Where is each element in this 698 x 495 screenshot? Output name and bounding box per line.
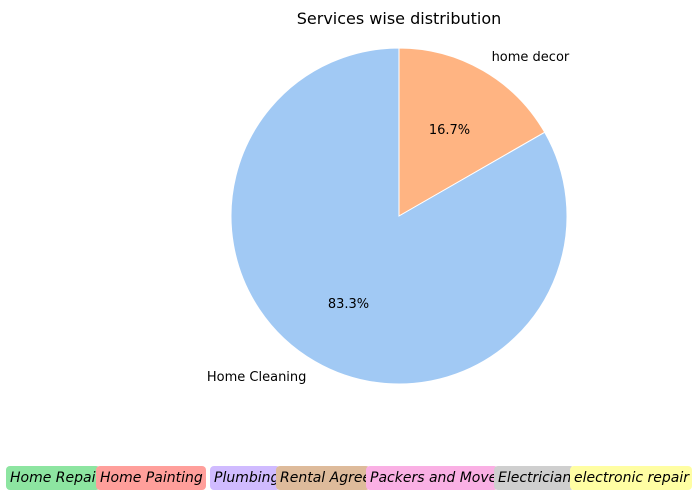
pie-percent-label: 16.7%	[429, 123, 470, 138]
pie-percent-label: 83.3%	[328, 297, 369, 312]
legend-label: Rental Agreement	[280, 470, 370, 486]
legend-label: Home Painting	[100, 470, 203, 486]
legend-label: electronic repair	[574, 470, 690, 486]
legend-item-home-painting: Home Painting	[96, 466, 206, 490]
legend-label: Plumbing	[214, 470, 280, 486]
legend-label: Electrician	[498, 470, 572, 486]
legend-label: Packers and Movers	[370, 470, 498, 486]
pie-slices: 16.7% home decor 83.3% Home Cleaning	[207, 47, 570, 385]
pie-slice-label: home decor	[492, 50, 570, 65]
legend-item-electrician: Electrician	[494, 466, 574, 490]
pie-slice-home-decor	[398, 47, 546, 217]
legend-item-plumbing: Plumbing	[210, 466, 280, 490]
legend-item-rental-agreement: Rental Agreement	[276, 466, 370, 490]
legend-item-electronic-repair: electronic repair	[570, 466, 692, 490]
legend-item-home-repair: Home Repair	[6, 466, 100, 490]
chart-title: Services wise distribution	[297, 9, 502, 28]
legend-label: Home Repair	[10, 470, 100, 486]
legend-item-packers-and-movers: Packers and Movers	[366, 466, 498, 490]
pie-slice-label: Home Cleaning	[207, 370, 307, 385]
pie-slice-home-cleaning	[230, 47, 568, 385]
